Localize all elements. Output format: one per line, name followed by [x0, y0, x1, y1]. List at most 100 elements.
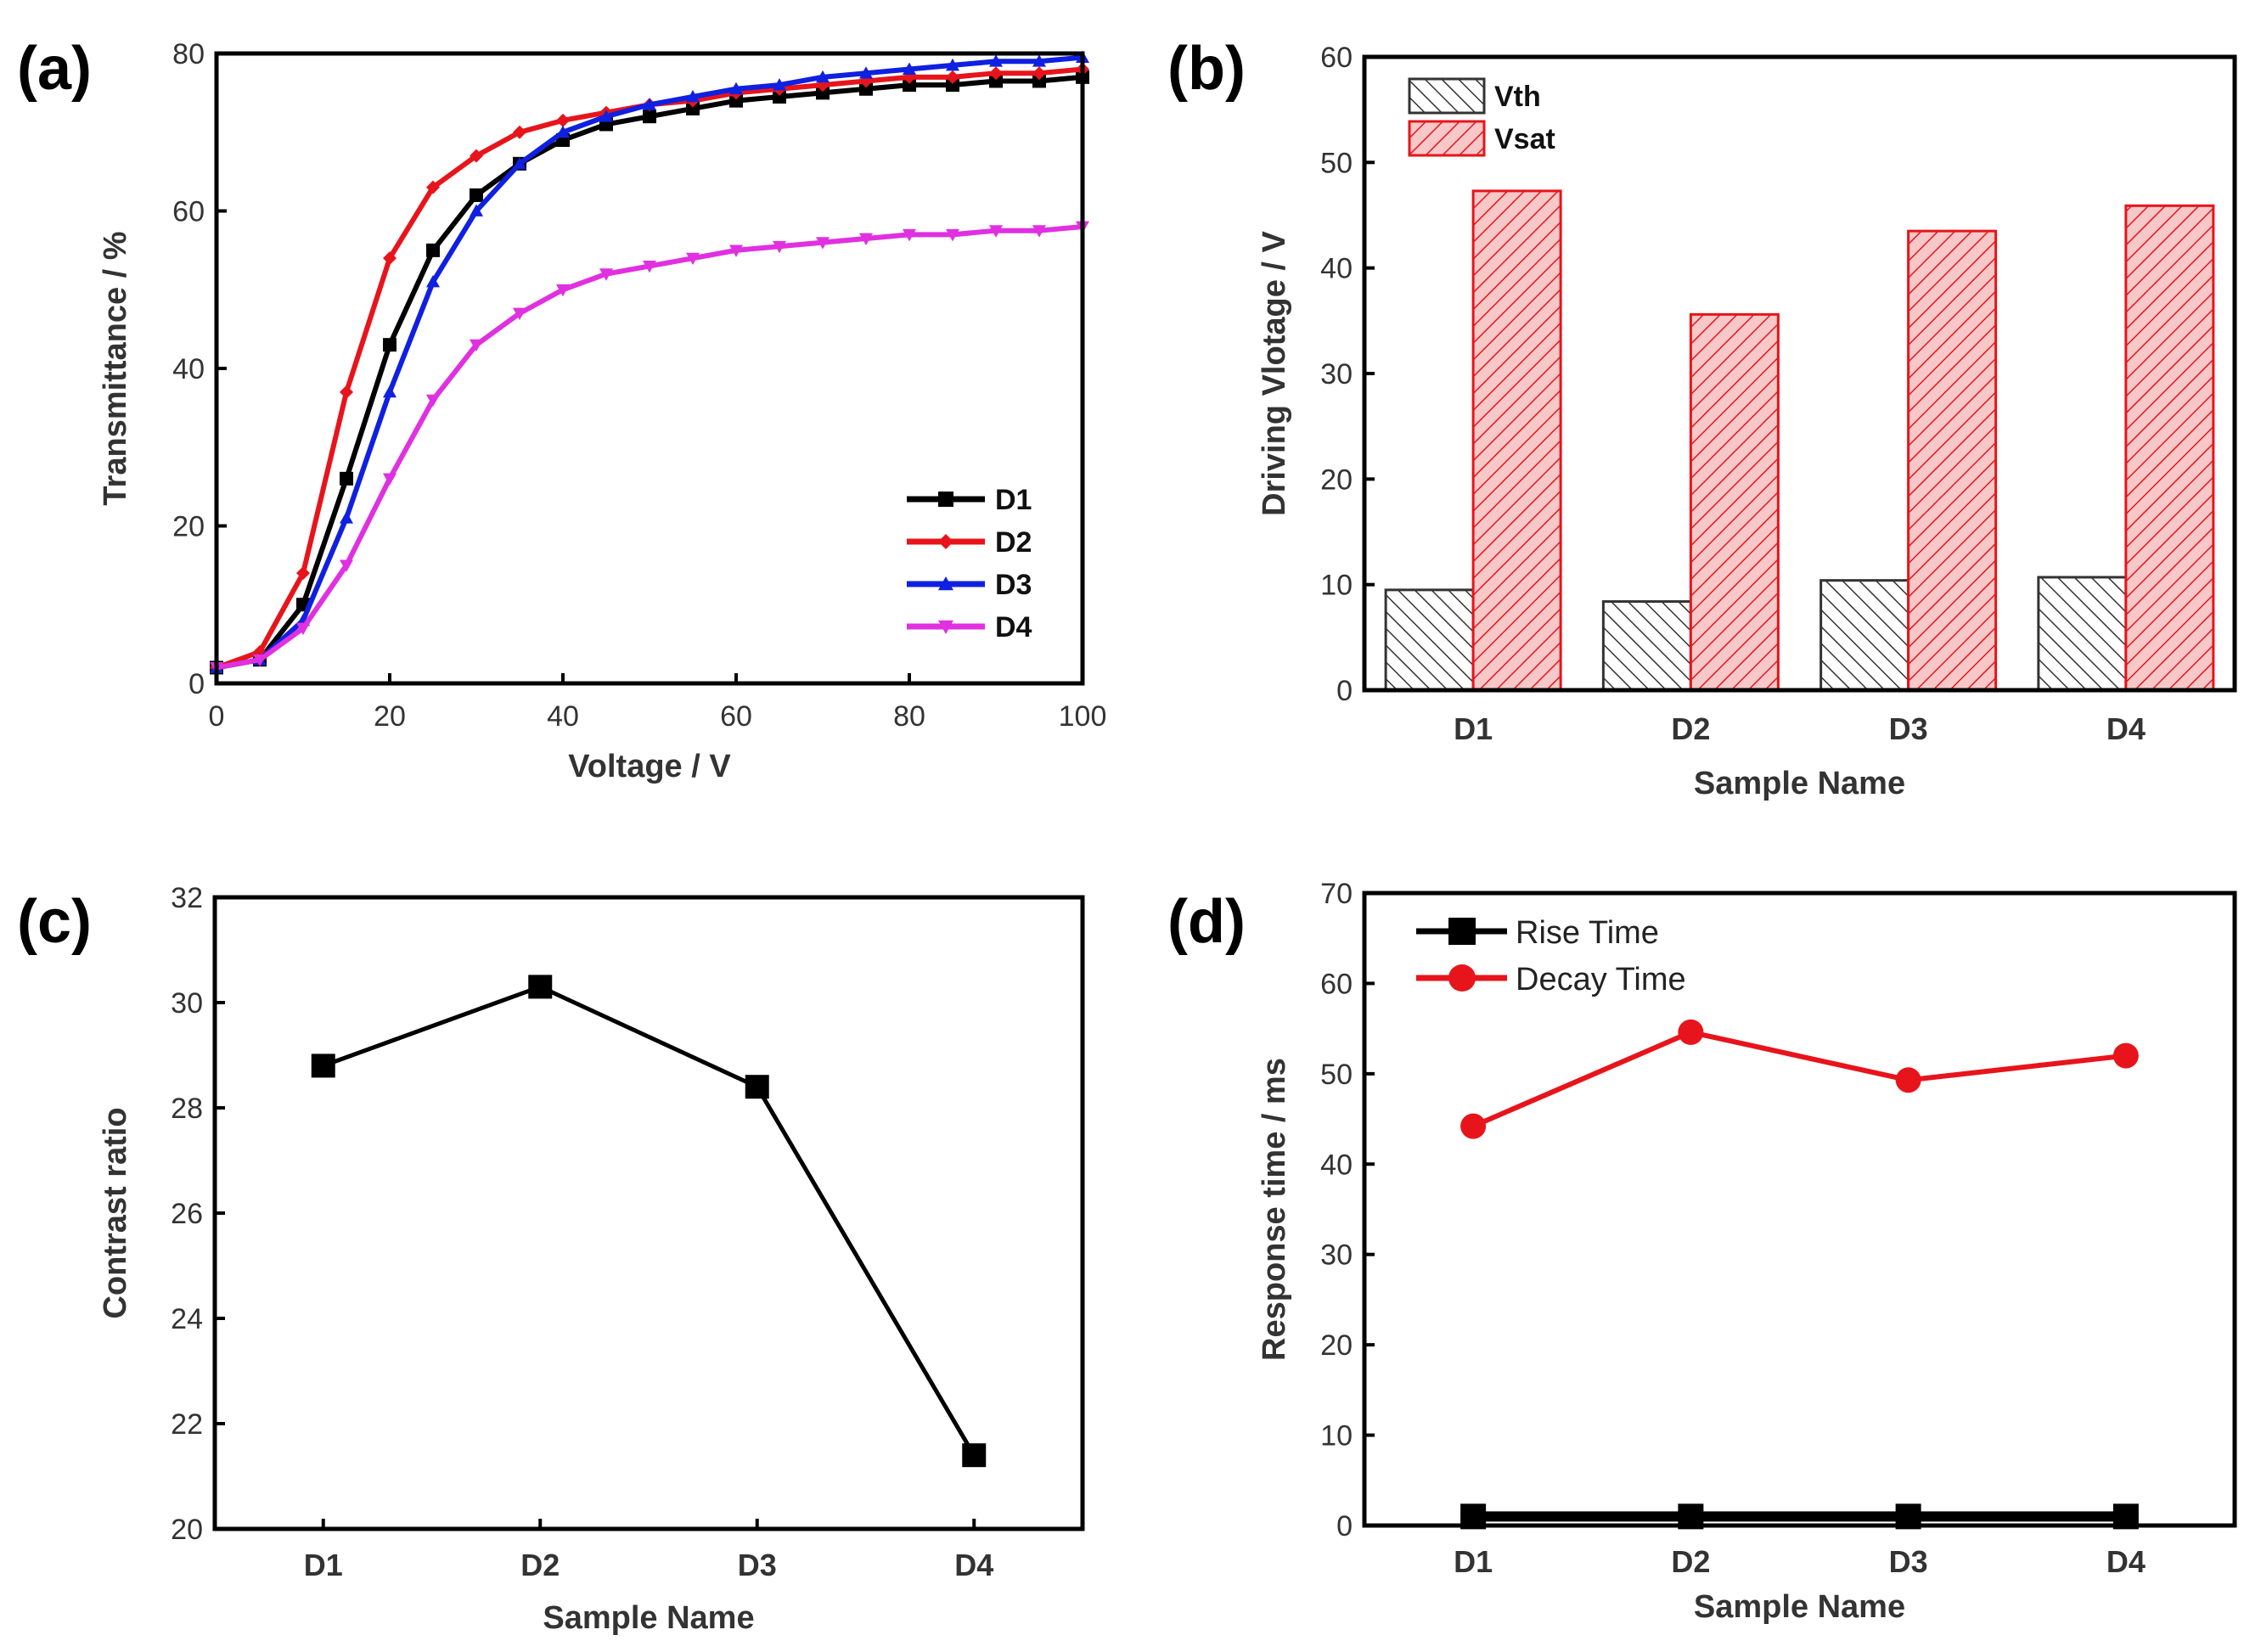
series-line-contrast-ratio	[322, 984, 976, 1457]
legend-marker-D1	[938, 492, 953, 507]
data-point-D1	[729, 93, 743, 108]
y-tick-label: 30	[1320, 1239, 1353, 1272]
x-tick-label: D1	[1454, 711, 1493, 746]
data-point-D4	[1032, 225, 1046, 238]
series-line-D3	[216, 54, 1083, 671]
x-tick-label: 60	[720, 700, 752, 733]
bar-Vsat-D4	[2124, 204, 2215, 692]
plot-frame	[212, 895, 1085, 1531]
data-point-D4	[773, 240, 786, 254]
data-point-D2	[556, 113, 570, 127]
y-tick-label: 24	[171, 1303, 203, 1335]
series-line-D4	[216, 224, 1083, 671]
data-point-D1	[643, 110, 656, 124]
legend-marker-D3	[938, 576, 953, 591]
data-point-D4	[556, 284, 570, 297]
y-axis-label: Contrast ratio	[98, 1107, 133, 1318]
data-point-D2	[383, 251, 397, 266]
data-point-D4	[470, 339, 483, 352]
x-tick-label: D2	[1671, 711, 1710, 746]
y-tick-label: 30	[1320, 358, 1353, 391]
legend-marker-D4	[938, 620, 953, 634]
bar-Vth-D3	[1819, 579, 1910, 692]
x-tick-label: D1	[304, 1548, 343, 1582]
data-point-D3	[513, 156, 526, 170]
legend-label-D1: D1	[995, 484, 1032, 516]
x-axis-label: Sample Name	[543, 1600, 754, 1636]
y-tick-label: 0	[188, 668, 205, 700]
legend-label-Vsat: Vsat	[1494, 123, 1555, 155]
data-point-contrast-ratio	[311, 1054, 335, 1078]
bar-Vth-D4	[2037, 576, 2128, 692]
data-point-D2	[340, 385, 353, 399]
data-point-D4	[903, 228, 916, 242]
legend-swatch-Vsat	[1408, 120, 1486, 157]
data-point-D4	[426, 394, 440, 407]
legend-marker-Decay Time	[1448, 964, 1476, 992]
y-axis-label: Response time / ms	[1257, 1058, 1292, 1361]
data-point-D3	[859, 66, 873, 79]
y-tick-label: 60	[172, 196, 205, 228]
data-point-D1	[773, 90, 786, 104]
bar-Vth-D1	[1384, 588, 1475, 692]
legend-marker-Rise Time	[1448, 918, 1476, 945]
data-point-D2	[989, 66, 1003, 81]
data-point-D1	[859, 81, 873, 96]
series-line-D2	[215, 66, 1083, 671]
data-point-Decay Time	[1460, 1113, 1487, 1139]
data-point-D1	[383, 338, 397, 352]
legend-swatch-Vth	[1408, 77, 1486, 115]
x-axis-label: Sample Name	[1694, 1589, 1905, 1625]
y-tick-label: 10	[1320, 570, 1353, 602]
data-point-D4	[643, 261, 656, 273]
data-point-Decay Time	[2112, 1042, 2139, 1069]
data-point-D4	[686, 252, 700, 266]
series-line-Decay Time	[1471, 1029, 2127, 1129]
data-point-D1	[946, 78, 959, 93]
y-tick-label: 28	[171, 1093, 203, 1125]
data-point-D4	[816, 237, 830, 250]
x-tick-label: 100	[1059, 700, 1107, 733]
legend-label-D2: D2	[995, 526, 1032, 559]
x-tick-label: 0	[209, 700, 225, 733]
bar-Vsat-D1	[1471, 189, 1562, 692]
panel-label-b: (b)	[1167, 35, 1246, 103]
data-point-D3	[643, 98, 656, 110]
x-tick-label: 80	[893, 700, 925, 733]
data-point-D4	[729, 244, 743, 257]
series-line-D1	[216, 74, 1083, 671]
y-tick-label: 20	[171, 1514, 203, 1546]
data-point-D2	[513, 125, 526, 139]
y-tick-label: 50	[1320, 1059, 1353, 1091]
x-tick-label: D3	[1889, 711, 1928, 746]
data-point-D3	[903, 62, 916, 75]
x-tick-label: D4	[2106, 711, 2146, 746]
y-axis-label: Driving Vlotage / V	[1257, 230, 1292, 515]
data-point-D2	[296, 566, 310, 581]
x-tick-label: 40	[547, 700, 579, 733]
plot-frame	[1362, 54, 2237, 693]
y-tick-label: 22	[171, 1408, 203, 1441]
data-point-D3	[989, 54, 1003, 67]
data-point-D3	[426, 274, 440, 288]
data-point-Decay Time	[1895, 1067, 1921, 1093]
data-point-D3	[686, 90, 700, 103]
legend-label-D4: D4	[995, 611, 1032, 643]
y-tick-label: 70	[1320, 878, 1353, 910]
x-tick-label: 20	[374, 700, 406, 733]
data-point-D2	[946, 70, 959, 84]
y-tick-label: 40	[172, 353, 205, 385]
data-point-D4	[253, 654, 267, 667]
x-tick-label: D4	[954, 1548, 993, 1582]
y-tick-label: 40	[1320, 253, 1353, 285]
data-point-D1	[470, 188, 483, 202]
legend-label-Vth: Vth	[1494, 81, 1541, 113]
data-point-D4	[513, 307, 526, 321]
legend-marker-D2	[938, 534, 953, 549]
y-tick-label: 40	[1320, 1149, 1353, 1181]
x-tick-label: D3	[1889, 1544, 1928, 1579]
data-point-D1	[426, 243, 440, 257]
data-point-D3	[383, 385, 397, 398]
data-point-D3	[773, 78, 786, 91]
y-tick-label: 32	[171, 882, 203, 914]
